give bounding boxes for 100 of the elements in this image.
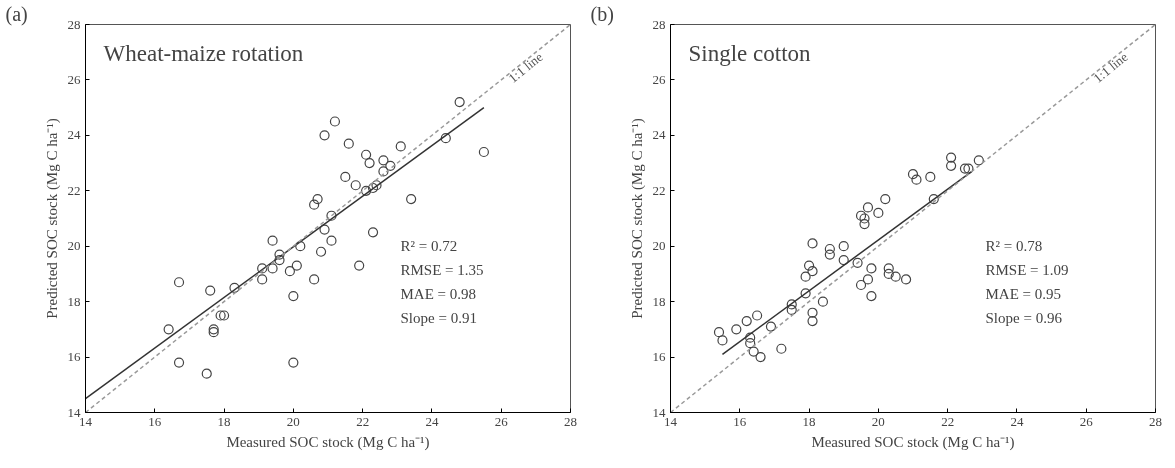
x-tick-label: 16 — [733, 413, 747, 429]
y-axis-title: Predicted SOC stock (Mg C ha⁻¹) — [43, 118, 61, 319]
point — [973, 155, 984, 166]
text: (b) — [590, 2, 614, 26]
text: Single cotton — [688, 40, 812, 66]
point — [745, 332, 756, 343]
point — [364, 157, 375, 169]
point — [883, 268, 894, 280]
point — [350, 180, 361, 191]
x-tick-label: 28 — [564, 413, 577, 429]
point — [319, 224, 330, 235]
point — [201, 368, 212, 379]
annotation: Slope = 0.91 — [400, 309, 477, 326]
annotation: R² = 0.72 — [400, 237, 458, 254]
y-tick-label: 22 — [67, 182, 81, 198]
point — [959, 163, 971, 174]
point — [900, 274, 912, 285]
y-tick-label: 28 — [67, 16, 81, 32]
point — [748, 346, 759, 357]
point — [326, 235, 337, 246]
point — [907, 169, 919, 180]
point — [343, 138, 354, 149]
point — [786, 304, 797, 316]
point — [340, 171, 351, 183]
point — [395, 141, 406, 152]
point — [274, 254, 285, 266]
point — [267, 263, 278, 274]
point — [229, 282, 240, 293]
x-axis-title: Measured SOC stock (Mg C ha⁻¹) — [226, 433, 430, 451]
point — [745, 338, 756, 349]
x-tick-label: 18 — [802, 413, 816, 429]
annotation: RMSE = 1.09 — [985, 261, 1069, 278]
point — [866, 263, 877, 274]
text: Wheat-maize rotation — [103, 40, 304, 66]
point — [371, 180, 382, 191]
point — [824, 243, 835, 255]
x-axis-title: Measured SOC stock (Mg C ha⁻¹) — [811, 433, 1015, 451]
x-tick-label: 22 — [356, 413, 370, 429]
y-tick-label: 16 — [67, 349, 81, 365]
x-tick-label: 18 — [217, 413, 231, 429]
point — [803, 260, 815, 271]
point — [855, 210, 867, 221]
point — [755, 351, 766, 363]
point — [215, 310, 226, 321]
point — [713, 327, 725, 338]
y-tick-label: 24 — [652, 127, 666, 143]
x-tick-label: 14 — [79, 413, 93, 429]
point — [852, 257, 863, 268]
point — [925, 171, 936, 183]
point — [205, 285, 216, 296]
point — [309, 274, 320, 285]
x-tick-label: 20 — [871, 413, 885, 429]
point — [731, 324, 742, 335]
point — [824, 249, 835, 260]
point — [866, 291, 877, 302]
point — [800, 271, 811, 282]
point — [859, 213, 870, 224]
point — [288, 291, 299, 302]
point — [291, 260, 302, 271]
point — [367, 227, 379, 238]
point — [406, 194, 417, 205]
x-tick-label: 24 — [1010, 413, 1024, 429]
y-tick-label: 26 — [67, 71, 81, 87]
annotation: MAE = 0.98 — [400, 285, 477, 302]
x-tick-label: 26 — [1079, 413, 1094, 429]
point — [295, 241, 306, 252]
point — [315, 246, 327, 257]
point — [963, 163, 974, 174]
point — [257, 274, 268, 285]
x-tick-label: 14 — [664, 413, 678, 429]
point — [367, 182, 379, 194]
point — [838, 254, 849, 266]
point — [354, 260, 365, 271]
point — [880, 194, 891, 205]
point — [800, 288, 811, 299]
point — [873, 207, 884, 219]
point — [807, 307, 818, 318]
point — [859, 218, 870, 230]
point — [807, 238, 818, 249]
x-tick-label: 16 — [148, 413, 162, 429]
point — [890, 271, 901, 282]
point — [786, 299, 797, 310]
point — [765, 321, 777, 332]
annotation: Slope = 0.96 — [985, 309, 1063, 326]
point — [378, 155, 389, 166]
point — [274, 249, 285, 260]
y-tick-label: 22 — [652, 182, 666, 198]
y-tick-label: 20 — [67, 238, 81, 254]
point — [218, 310, 230, 321]
point — [173, 277, 185, 288]
point — [776, 343, 787, 354]
y-tick-label: 20 — [652, 238, 666, 254]
point — [163, 324, 174, 335]
point — [928, 194, 939, 205]
point — [883, 263, 894, 274]
point — [309, 199, 320, 210]
point — [855, 279, 867, 291]
annotation: 1:1 line — [505, 49, 546, 86]
point — [717, 335, 728, 346]
x-tick-label: 26 — [494, 413, 509, 429]
